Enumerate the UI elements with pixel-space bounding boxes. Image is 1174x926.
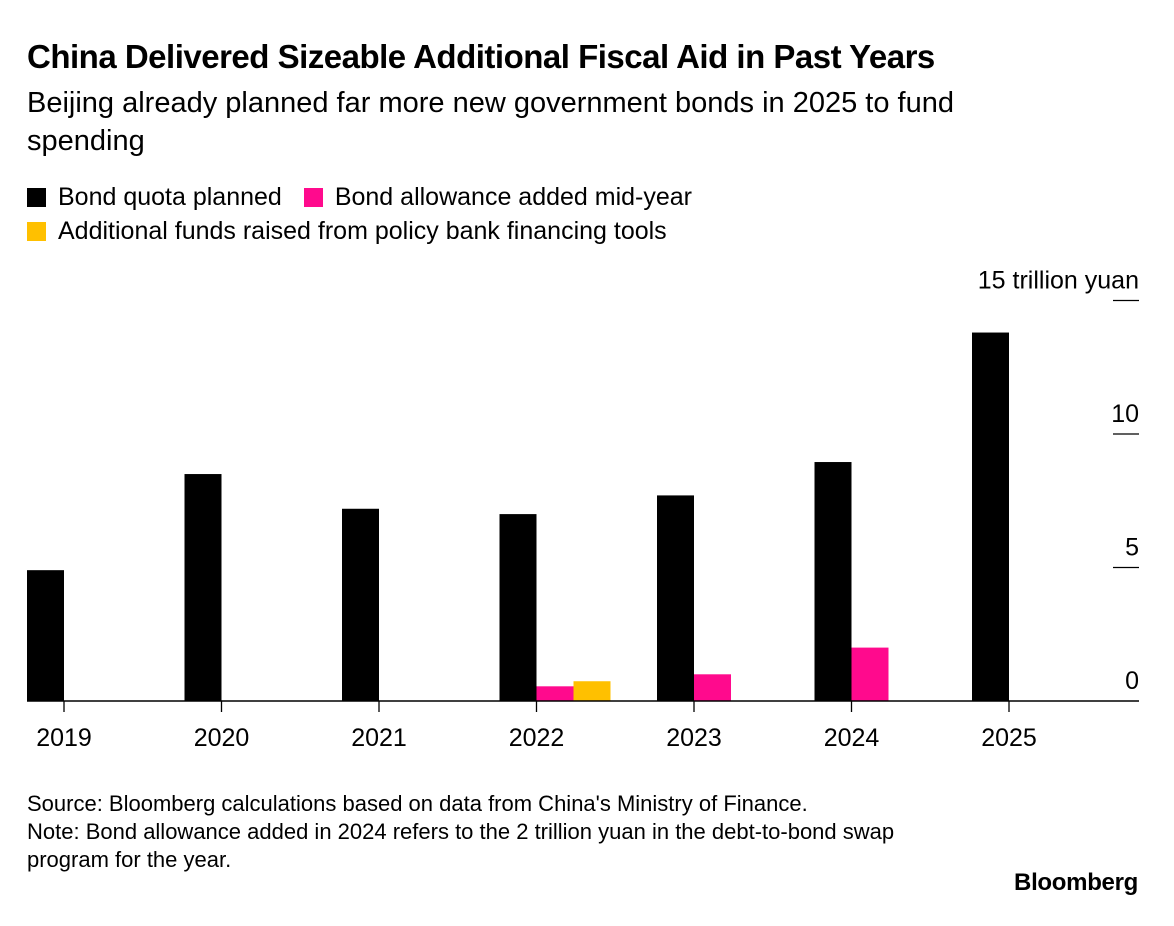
legend-label-bond-quota: Bond quota planned xyxy=(58,182,282,211)
bar xyxy=(499,514,537,701)
bar xyxy=(694,674,731,701)
source-note: Source: Bloomberg calculations based on … xyxy=(27,790,907,874)
chart-subtitle: Beijing already planned far more new gov… xyxy=(27,87,954,157)
legend-label-bond-allowance: Bond allowance added mid-year xyxy=(334,182,692,211)
legend-item-bond-quota: Bond quota planned xyxy=(27,183,282,212)
x-tick-label: 2021 xyxy=(351,724,407,752)
legend-swatch-bond-quota xyxy=(27,187,46,207)
bar xyxy=(342,508,379,701)
x-tick-label: 2024 xyxy=(824,724,880,752)
legend-item-bond-allowance: Bond allowance added mid-year xyxy=(303,182,692,212)
y-tick-label: 15 trillion yuan xyxy=(978,267,1139,295)
legend-item-policy-bank: Additional funds raised from policy bank… xyxy=(27,217,667,246)
source-text: Source: Bloomberg calculations based on … xyxy=(27,791,808,816)
bar xyxy=(573,681,611,701)
x-tick-label: 2023 xyxy=(666,724,722,752)
bar xyxy=(536,686,574,701)
note-text: Note: Bond allowance added in 2024 refer… xyxy=(27,819,895,872)
x-tick-label: 2025 xyxy=(981,724,1037,752)
legend: Bond quota planned Bond allowance added … xyxy=(27,180,1027,248)
y-tick-label: 10 xyxy=(1111,400,1139,428)
y-tick-label: 5 xyxy=(1125,534,1139,562)
x-tick-label: 2022 xyxy=(509,724,565,752)
bar xyxy=(972,332,1009,701)
x-tick-label: 2020 xyxy=(194,724,250,752)
legend-swatch-policy-bank xyxy=(27,221,46,241)
bar xyxy=(814,462,852,701)
bar xyxy=(184,474,222,701)
y-tick-label: 0 xyxy=(1125,667,1139,695)
bar xyxy=(657,495,694,701)
bloomberg-logo: Bloomberg xyxy=(1014,869,1138,896)
legend-swatch-bond-allowance xyxy=(303,187,323,207)
chart-title: China Delivered Sizeable Additional Fisc… xyxy=(27,38,935,75)
x-tick-label: 2019 xyxy=(36,724,92,752)
legend-label-policy-bank: Additional funds raised from policy bank… xyxy=(58,216,667,245)
bar xyxy=(851,647,889,701)
bar xyxy=(27,570,64,701)
